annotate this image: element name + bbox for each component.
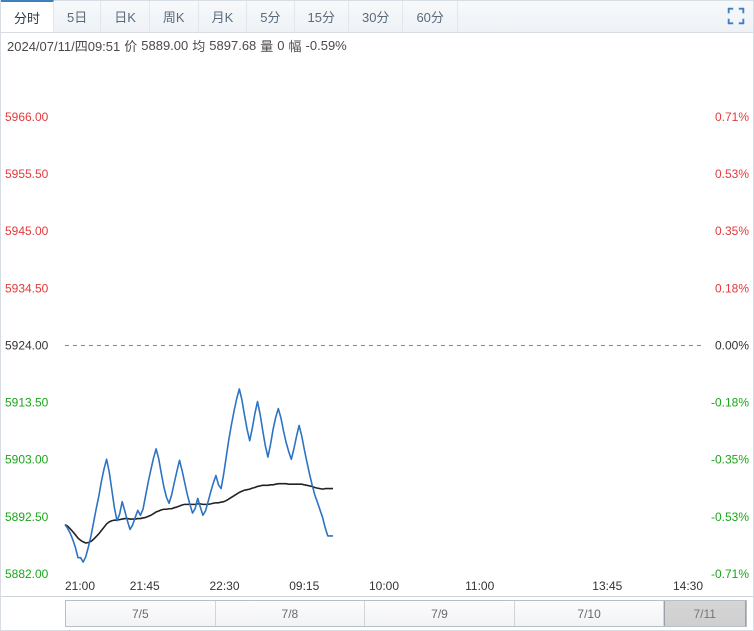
info-datetime: 2024/07/11/四09:51: [7, 36, 120, 55]
svg-text:5955.50: 5955.50: [5, 167, 49, 181]
svg-text:5892.50: 5892.50: [5, 510, 49, 524]
tab-15分[interactable]: 15分: [295, 1, 349, 32]
svg-text:5934.50: 5934.50: [5, 281, 49, 295]
tab-日K[interactable]: 日K: [101, 1, 150, 32]
tab-60分[interactable]: 60分: [403, 1, 457, 32]
slider-thumb[interactable]: [664, 601, 746, 626]
svg-text:21:45: 21:45: [130, 579, 160, 593]
slider-cell[interactable]: 7/8: [216, 601, 366, 626]
tab-月K[interactable]: 月K: [199, 1, 248, 32]
tab-5分[interactable]: 5分: [247, 1, 294, 32]
info-vol-label: 量: [260, 36, 273, 55]
svg-text:5966.00: 5966.00: [5, 110, 49, 124]
slider-cell[interactable]: 7/10: [515, 601, 665, 626]
svg-text:-0.71%: -0.71%: [711, 567, 749, 581]
info-vol: 0: [277, 38, 284, 53]
info-avg-label: 均: [192, 36, 205, 55]
tab-5日[interactable]: 5日: [54, 1, 101, 32]
info-avg: 5897.68: [209, 38, 256, 53]
tab-分时[interactable]: 分时: [1, 0, 54, 32]
tab-bar: 分时5日日K周K月K5分15分30分60分: [1, 1, 753, 33]
date-range-slider[interactable]: 7/57/87/97/107/11: [1, 596, 753, 630]
chart-area[interactable]: 5966.00 5955.50 5945.00 5934.50 5924.00 5913.…: [1, 57, 753, 596]
slider-track[interactable]: 7/57/87/97/107/11: [65, 600, 747, 627]
tab-30分[interactable]: 30分: [349, 1, 403, 32]
svg-text:0.18%: 0.18%: [715, 281, 749, 295]
svg-text:5945.00: 5945.00: [5, 224, 49, 238]
svg-text:0.53%: 0.53%: [715, 167, 749, 181]
slider-cell[interactable]: 7/5: [66, 601, 216, 626]
svg-text:-0.18%: -0.18%: [711, 396, 749, 410]
svg-text:-0.53%: -0.53%: [711, 510, 749, 524]
svg-text:-0.35%: -0.35%: [711, 453, 749, 467]
svg-text:0.00%: 0.00%: [715, 338, 749, 352]
svg-text:5882.00: 5882.00: [5, 567, 49, 581]
svg-text:5903.00: 5903.00: [5, 453, 49, 467]
svg-text:5924.00: 5924.00: [5, 338, 49, 352]
tab-周K[interactable]: 周K: [150, 1, 199, 32]
price-chart: 5966.00 5955.50 5945.00 5934.50 5924.00 5913.…: [1, 57, 753, 596]
svg-text:11:00: 11:00: [465, 579, 494, 593]
info-price: 5889.00: [141, 38, 188, 53]
svg-text:14:30: 14:30: [673, 579, 703, 593]
svg-text:21:00: 21:00: [65, 579, 95, 593]
svg-text:09:15: 09:15: [289, 579, 319, 593]
slider-cell[interactable]: 7/9: [365, 601, 515, 626]
info-price-label: 价: [124, 36, 137, 55]
info-amp-label: 幅: [289, 36, 302, 55]
svg-text:5913.50: 5913.50: [5, 396, 49, 410]
info-amp: -0.59%: [306, 38, 347, 53]
svg-text:13:45: 13:45: [592, 579, 622, 593]
svg-text:0.71%: 0.71%: [715, 110, 749, 124]
info-bar: 2024/07/11/四09:51 价 5889.00 均 5897.68 量 …: [1, 33, 753, 57]
svg-text:0.35%: 0.35%: [715, 224, 749, 238]
svg-text:10:00: 10:00: [369, 579, 399, 593]
svg-text:22:30: 22:30: [210, 579, 240, 593]
expand-icon[interactable]: [725, 5, 747, 27]
